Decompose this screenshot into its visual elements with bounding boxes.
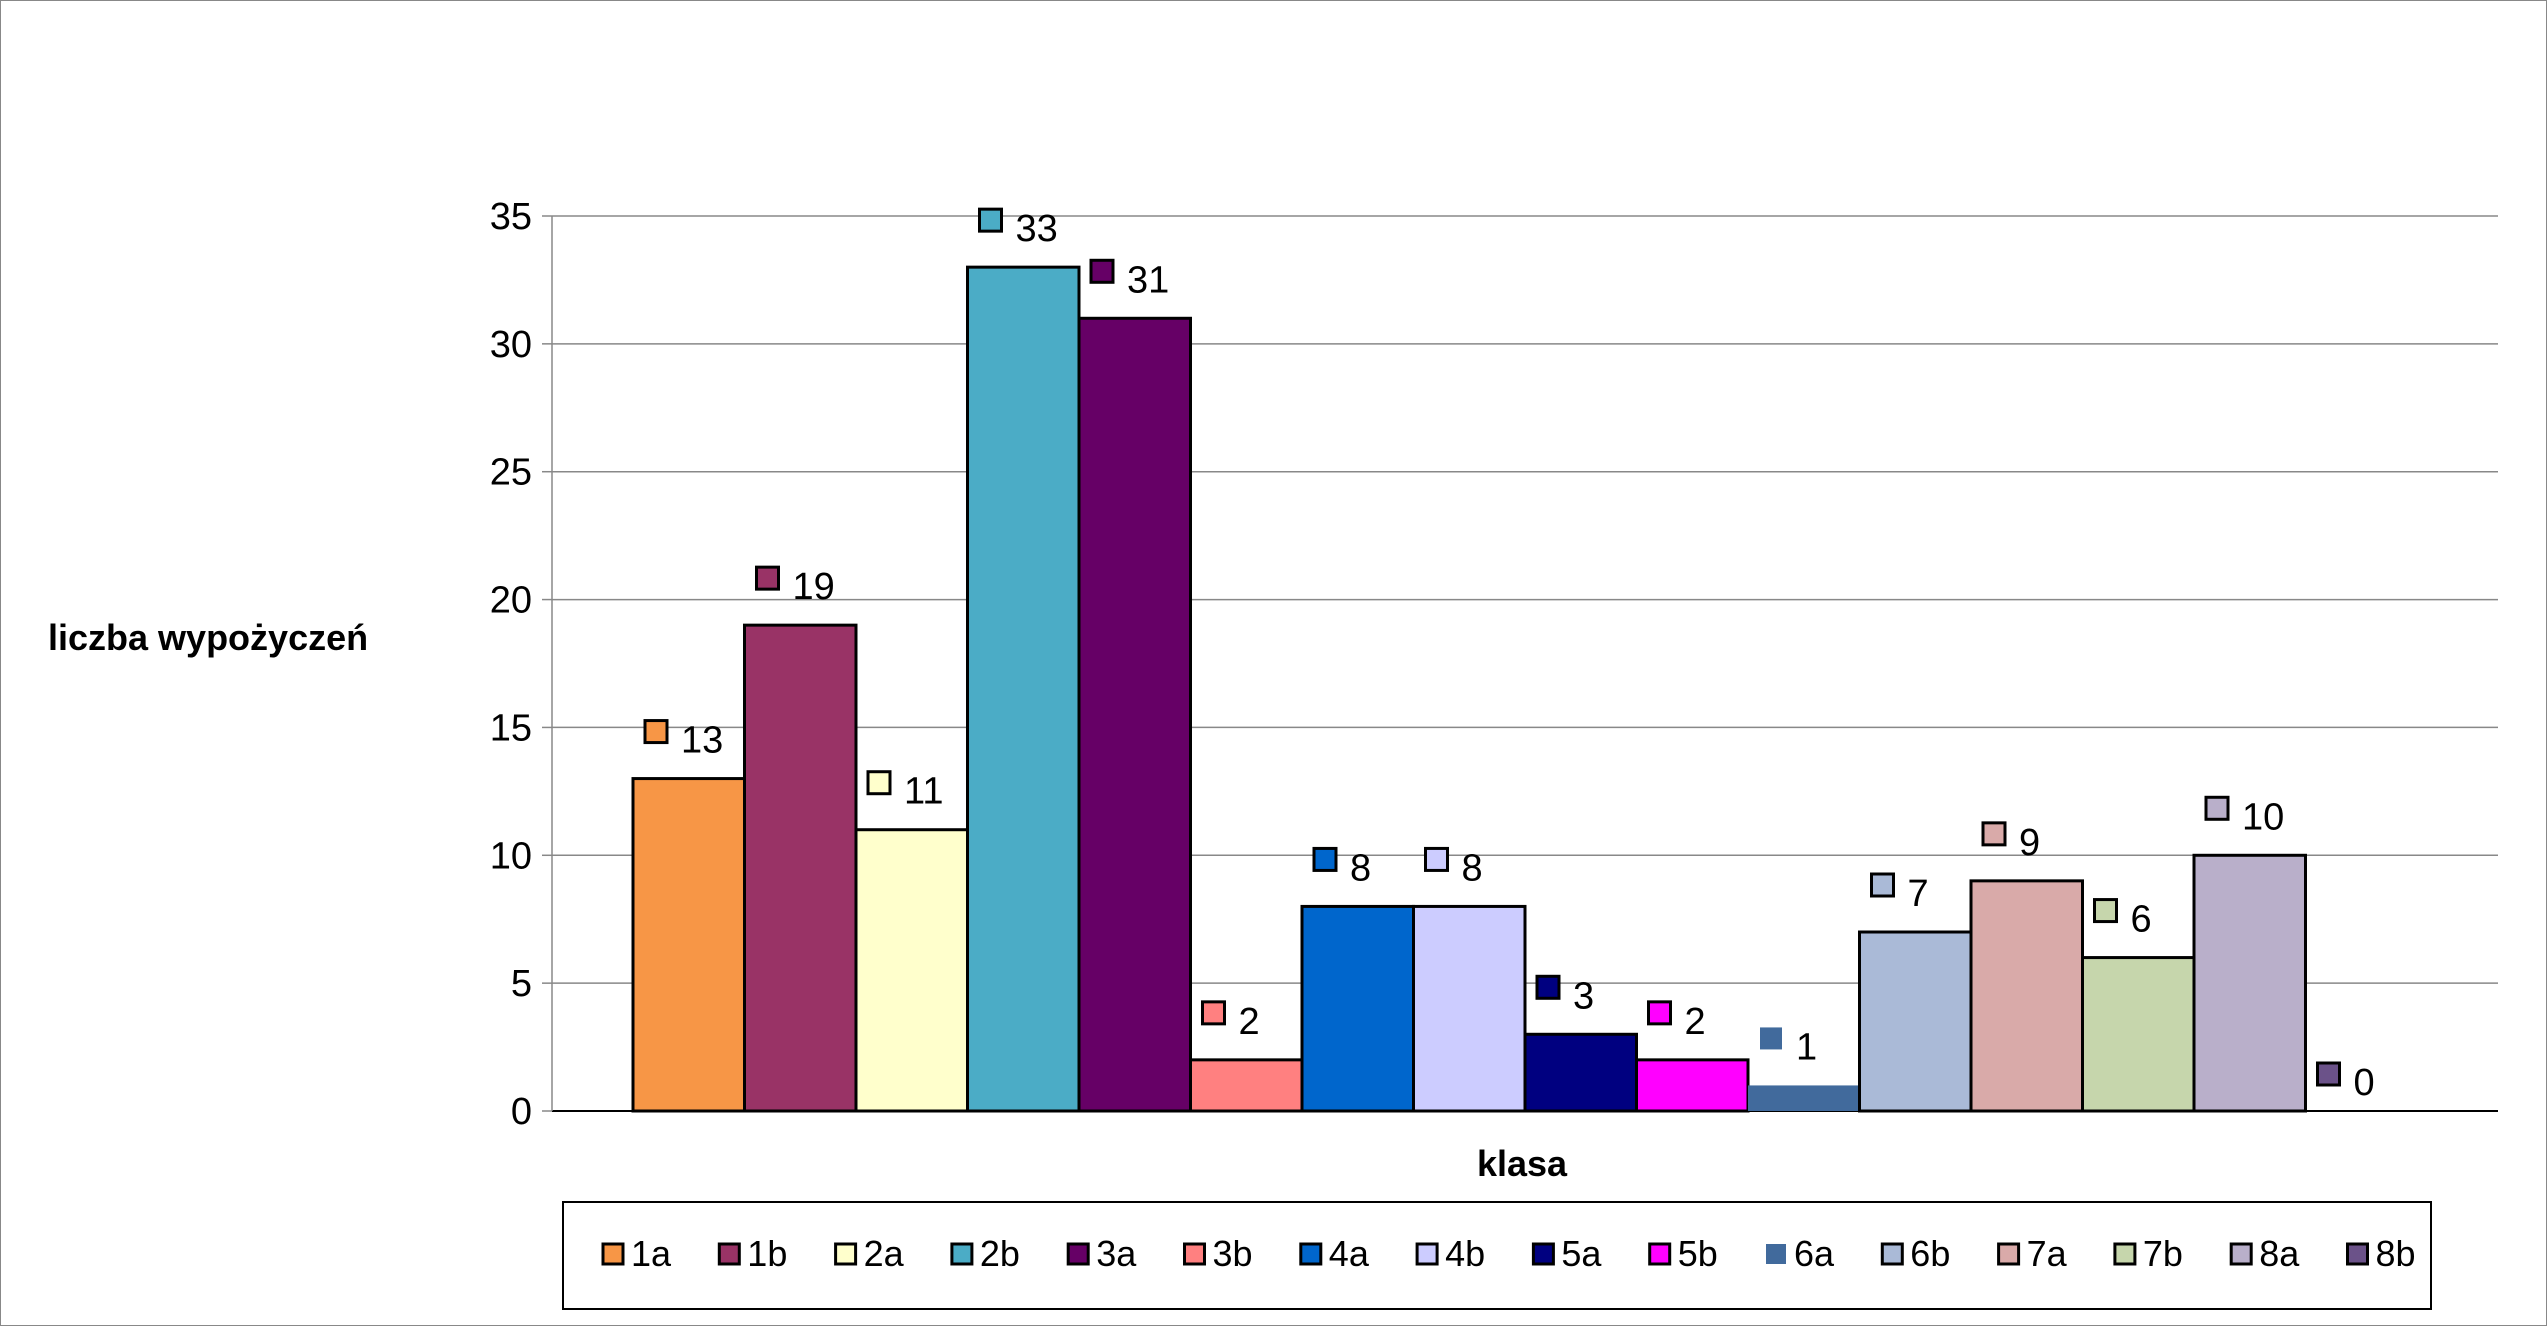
legend-label-6b: 6b [1910, 1233, 1950, 1274]
data-label-marker-2b [978, 207, 1003, 233]
legend: 1a 1b 2a 2b 3a 3b 4a 4b 5a 5b 6a 6b 7a 7b 8a 8b [601, 1233, 2416, 1274]
bar-2a [854, 828, 969, 1113]
data-label-8a: 10 [2242, 796, 2284, 838]
bar-5b [1635, 1058, 1750, 1113]
bar-2b [966, 265, 1081, 1113]
legend-swatch-4b [1415, 1242, 1439, 1266]
data-label-7a: 9 [2019, 822, 2040, 864]
data-labels: 13 19 11 33 31 2 8 8 3 2 1 7 9 6 10 0 [643, 207, 2375, 1104]
data-label-marker-7b [2093, 898, 2118, 924]
legend-swatch-7b [2113, 1242, 2137, 1266]
y-tick-label: 10 [490, 835, 532, 877]
y-tick-label: 20 [490, 580, 532, 622]
bars [631, 265, 2307, 1113]
bar-3a [1077, 316, 1192, 1113]
legend-swatch-8a [2229, 1242, 2253, 1266]
data-label-2a: 11 [904, 771, 943, 813]
y-axis-label: liczba wypożyczeń [48, 617, 368, 658]
legend-swatch-8b [2346, 1242, 2369, 1266]
bar-6b [1858, 930, 1973, 1113]
legend-label-4b: 4b [1445, 1233, 1485, 1274]
y-tick-label: 0 [511, 1091, 532, 1133]
y-tick-label: 25 [490, 452, 532, 494]
data-label-7b: 6 [2131, 899, 2152, 941]
legend-label-3a: 3a [1096, 1233, 1137, 1274]
legend-label-7a: 7a [2027, 1233, 2068, 1274]
legend-swatch-1a [601, 1242, 625, 1266]
data-label-1b: 19 [793, 566, 835, 608]
legend-label-8a: 8a [2259, 1233, 2300, 1274]
data-label-6b: 7 [1908, 873, 1929, 915]
data-label-5a: 3 [1573, 975, 1594, 1017]
data-label-marker-1b [755, 565, 780, 591]
data-label-3a: 31 [1127, 259, 1169, 301]
data-label-marker-5a [1535, 974, 1561, 1000]
data-label-marker-4a [1312, 846, 1338, 872]
y-tick-label: 35 [490, 196, 532, 238]
legend-label-6a: 6a [1794, 1233, 1835, 1274]
y-tick-label: 5 [511, 963, 532, 1005]
bar-4a [1300, 904, 1415, 1113]
bar-7b [2081, 956, 2196, 1113]
data-label-5b: 2 [1685, 1001, 1706, 1043]
legend-label-4a: 4a [1329, 1233, 1370, 1274]
legend-label-1b: 1b [747, 1233, 787, 1274]
bar-7a [1969, 879, 2084, 1113]
bar-3b [1189, 1058, 1304, 1113]
bar-1b [743, 623, 858, 1113]
legend-label-2a: 2a [864, 1233, 905, 1274]
data-label-marker-3b [1201, 1000, 1226, 1026]
data-label-marker-2a [866, 770, 892, 796]
bar-8a [2192, 853, 2307, 1113]
legend-swatch-6a [1766, 1244, 1786, 1264]
bar-5a [1523, 1032, 1638, 1113]
data-label-marker-8b [2316, 1061, 2341, 1087]
data-label-4b: 8 [1462, 847, 1483, 889]
data-label-marker-4b [1424, 846, 1449, 872]
data-label-1a: 13 [681, 720, 723, 762]
data-label-marker-5b [1647, 1000, 1672, 1026]
legend-label-3b: 3b [1213, 1233, 1253, 1274]
legend-swatch-5a [1531, 1242, 1555, 1266]
data-label-marker-7a [1981, 821, 2007, 847]
y-tick-label: 30 [490, 324, 532, 366]
data-label-8b: 0 [2354, 1062, 2375, 1104]
legend-swatch-7a [1997, 1242, 2021, 1266]
legend-swatch-2b [950, 1242, 974, 1266]
data-label-marker-6b [1870, 872, 1895, 898]
legend-swatch-3b [1183, 1242, 1206, 1266]
legend-label-1a: 1a [631, 1233, 672, 1274]
data-label-marker-1a [643, 719, 669, 745]
data-label-4a: 8 [1350, 847, 1371, 889]
legend-label-7b: 7b [2143, 1233, 2183, 1274]
y-tick-labels: 0 5 10 15 20 25 30 35 [490, 196, 532, 1133]
bar-6a [1748, 1085, 1860, 1111]
legend-swatch-5b [1648, 1242, 1672, 1266]
legend-swatch-1b [717, 1242, 741, 1266]
bar-4b [1412, 904, 1527, 1113]
data-label-6a: 1 [1796, 1026, 1817, 1068]
legend-label-2b: 2b [980, 1233, 1020, 1274]
x-axis-label: klasa [1477, 1143, 1568, 1184]
legend-swatch-4a [1299, 1242, 1323, 1266]
bar-1a [631, 777, 746, 1113]
data-label-marker-8a [2204, 795, 2230, 821]
data-label-marker-6a [1760, 1027, 1782, 1050]
legend-label-5a: 5a [1561, 1233, 1602, 1274]
data-label-2b: 33 [1016, 208, 1058, 250]
data-label-3b: 2 [1239, 1001, 1260, 1043]
legend-swatch-6b [1880, 1242, 1904, 1266]
y-tick-label: 15 [490, 707, 532, 749]
legend-swatch-2a [834, 1242, 858, 1266]
legend-label-8b: 8b [2376, 1233, 2416, 1274]
legend-label-5b: 5b [1678, 1233, 1718, 1274]
data-label-marker-3a [1089, 258, 1115, 284]
legend-swatch-3a [1066, 1242, 1090, 1266]
